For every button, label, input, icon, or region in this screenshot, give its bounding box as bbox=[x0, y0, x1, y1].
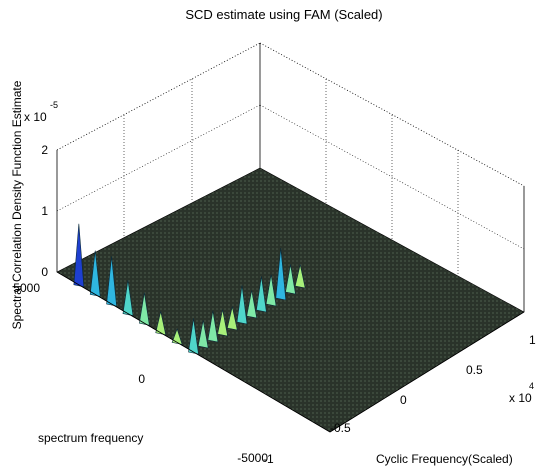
y-tick-label-5000: 5000 bbox=[13, 281, 40, 295]
peak-cyclic-ridge bbox=[217, 309, 228, 337]
back-wall-left-top bbox=[56, 42, 261, 151]
z-tick-label-0: 0 bbox=[41, 265, 48, 279]
peak-spectrum-ridge bbox=[106, 256, 117, 307]
grid-right-wall-mid bbox=[259, 104, 525, 250]
back-wall-right-top bbox=[259, 42, 525, 187]
x-tick-label-neg0.5: -0.5 bbox=[330, 421, 351, 435]
peak-cyclic-ridge bbox=[265, 274, 277, 307]
peak-cyclic-ridge bbox=[275, 247, 287, 301]
x-tick-label-neg1: -1 bbox=[263, 452, 274, 466]
peak-cyclic-ridge bbox=[188, 318, 199, 355]
z-exponent-power: -5 bbox=[50, 100, 58, 110]
x-tick-label-0: 0 bbox=[400, 393, 407, 407]
z-tick-label-1: 1 bbox=[41, 204, 48, 218]
y-axis-label: spectrum frequency bbox=[38, 431, 143, 445]
peak-spectrum-ridge bbox=[73, 223, 85, 288]
x-axis-edge bbox=[329, 311, 525, 433]
x-exponent-power: 4 bbox=[529, 381, 534, 391]
peak-cyclic-ridge bbox=[236, 285, 248, 325]
grid-left-wall-mid bbox=[56, 104, 261, 212]
chart-title: SCD estimate using FAM (Scaled) bbox=[185, 7, 382, 22]
peak-spectrum-ridge bbox=[89, 250, 101, 297]
front-axes bbox=[56, 271, 525, 433]
y-tick-label-neg5000: -5000 bbox=[237, 451, 268, 465]
x-tick-label-1: 1 bbox=[529, 333, 536, 347]
peak-spectrum-ridge bbox=[139, 292, 150, 326]
peak-cyclic-ridge bbox=[294, 264, 306, 289]
x-axis-ticks: -1 -0.5 0 0.5 1 bbox=[263, 333, 536, 466]
y-tick-label-0: 0 bbox=[138, 372, 145, 386]
peak-cyclic-ridge bbox=[226, 306, 238, 331]
y-axis-edge bbox=[56, 271, 331, 433]
y-axis-ticks: 5000 0 -5000 bbox=[13, 281, 268, 465]
x-axis-label: Cyclic Frequency(Scaled) bbox=[376, 452, 513, 466]
peak-cyclic-ridge bbox=[197, 320, 209, 349]
z-axis-label: Spectral Correlation Density Function Es… bbox=[10, 80, 24, 329]
peak-cyclic-ridge bbox=[256, 276, 267, 313]
x-exponent-label: x 10 bbox=[509, 391, 532, 405]
x-tick-label-0.5: 0.5 bbox=[466, 363, 483, 377]
grid-lines bbox=[56, 79, 525, 276]
peak-cyclic-ridge bbox=[285, 264, 296, 295]
z-exponent-label: x 10 bbox=[24, 110, 47, 124]
z-axis-ticks: 0 1 2 bbox=[41, 143, 48, 279]
peak-spectrum-ridge bbox=[122, 280, 134, 316]
peak-cyclic-ridge bbox=[207, 310, 219, 343]
z-tick-label-2: 2 bbox=[41, 143, 48, 157]
peak-spectrum-ridge bbox=[155, 311, 167, 336]
peak-cyclic-ridge bbox=[246, 290, 258, 319]
surface-peaks bbox=[73, 223, 306, 355]
